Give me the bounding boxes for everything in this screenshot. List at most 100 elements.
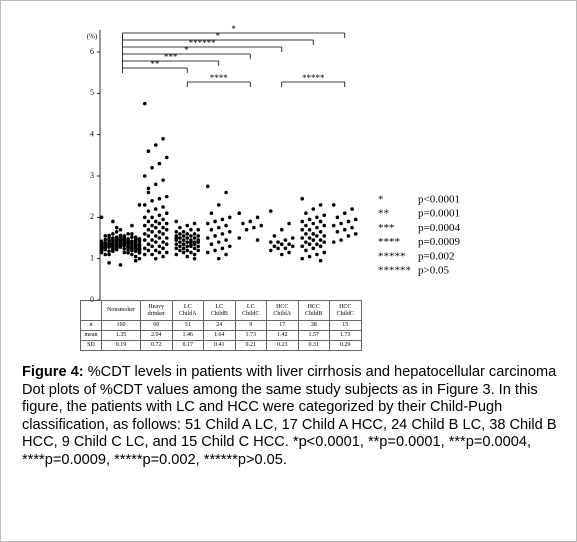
data-dot [161, 217, 165, 222]
data-dot [111, 238, 115, 242]
data-dot [255, 238, 260, 242]
data-dot [161, 232, 165, 236]
data-dot [196, 248, 201, 253]
data-dot [268, 248, 273, 253]
data-dot [209, 227, 214, 232]
data-dot [103, 247, 108, 252]
data-dot [150, 230, 154, 234]
data-dot [227, 244, 232, 249]
data-dot [142, 101, 147, 106]
data-dot [315, 252, 319, 257]
data-dot [237, 211, 242, 215]
data-dot [118, 263, 123, 267]
data-dot [322, 213, 327, 218]
table-cell: 1.64 [203, 330, 236, 341]
data-dot [185, 254, 190, 259]
data-dot [279, 242, 284, 246]
data-dot [174, 246, 179, 251]
data-dot [322, 240, 327, 244]
data-dot [185, 223, 190, 228]
data-dot [174, 219, 179, 224]
table-cell: 38 [297, 320, 330, 331]
data-dot [287, 221, 291, 226]
data-dot [213, 248, 217, 253]
y-tick-label: 3 [90, 171, 94, 180]
data-dot [205, 250, 210, 255]
table-cell: 160 [101, 320, 141, 331]
data-dot [304, 232, 308, 236]
data-dot [122, 250, 127, 255]
table-cell [80, 300, 102, 321]
bracket-label: ***** [302, 73, 325, 83]
data-dot [133, 258, 138, 263]
data-dot [279, 227, 284, 232]
data-dot [331, 240, 336, 244]
data-dot [164, 211, 169, 215]
bracket-label: ****** [189, 38, 217, 48]
data-dot [174, 230, 179, 234]
data-dot [146, 242, 151, 246]
data-dot [161, 240, 165, 244]
data-dot [157, 221, 162, 226]
data-dot [150, 244, 154, 249]
data-dot [322, 234, 327, 238]
data-dot [241, 221, 245, 226]
data-dot [122, 239, 127, 244]
legend-symbol: * [378, 194, 384, 206]
bracket-label: ** [150, 59, 160, 69]
data-dot [114, 225, 119, 230]
data-dot [178, 236, 182, 240]
table-row: n 160 60 51 24 9 17 38 15 [80, 320, 362, 331]
y-tick-label: 0 [90, 295, 94, 304]
table-cell: HCC ChildA [266, 300, 299, 321]
data-dot [192, 256, 197, 261]
table-cell: 15 [329, 320, 362, 331]
data-dot [353, 232, 358, 236]
data-dot [142, 246, 147, 251]
caption: Figure 4: %CDT levels in patients with l… [22, 364, 562, 469]
y-tick-label: 1 [90, 253, 94, 262]
data-dot [107, 233, 111, 238]
data-dot [205, 184, 210, 189]
data-dot [220, 217, 225, 222]
table-cell: 0.31 [297, 340, 330, 351]
table-header: Nonsmoker Heavy drinker LC ChildA LC ChildB… [80, 300, 362, 321]
data-dot [164, 227, 169, 232]
table-cell: LC ChildC [234, 300, 267, 321]
data-dot [272, 244, 277, 249]
data-dot [189, 244, 193, 249]
data-dot [185, 236, 190, 240]
table-cell: n [80, 320, 102, 331]
data-dot [157, 236, 162, 240]
table-cell: 1.73 [329, 330, 362, 341]
data-dot [126, 251, 130, 255]
table-cell: 0.19 [101, 340, 141, 351]
data-dot [248, 219, 253, 224]
table-cell: 24 [203, 320, 236, 331]
data-dot [150, 223, 154, 228]
data-dot [224, 223, 228, 228]
data-dot [276, 246, 280, 251]
data-dot [205, 236, 210, 240]
table-cell: 17 [266, 320, 299, 331]
data-dot [146, 190, 151, 195]
data-dot [146, 227, 151, 232]
data-dot [300, 256, 305, 261]
legend-symbol: **** [378, 236, 400, 248]
data-dot [114, 230, 119, 234]
data-dot [189, 250, 193, 255]
data-dot [220, 232, 225, 236]
data-dot [150, 252, 154, 257]
data-dot [181, 238, 186, 242]
data-dot [137, 237, 142, 241]
table-cell: 51 [171, 320, 204, 331]
table-cell: LC ChildB [203, 300, 236, 321]
data-dot [153, 240, 158, 244]
y-tick-label: 2 [90, 212, 94, 221]
bracket-label: *** [164, 52, 178, 62]
data-dot [157, 161, 162, 166]
data-dot [342, 227, 347, 232]
data-dot [259, 223, 264, 228]
data-dot [153, 234, 158, 238]
